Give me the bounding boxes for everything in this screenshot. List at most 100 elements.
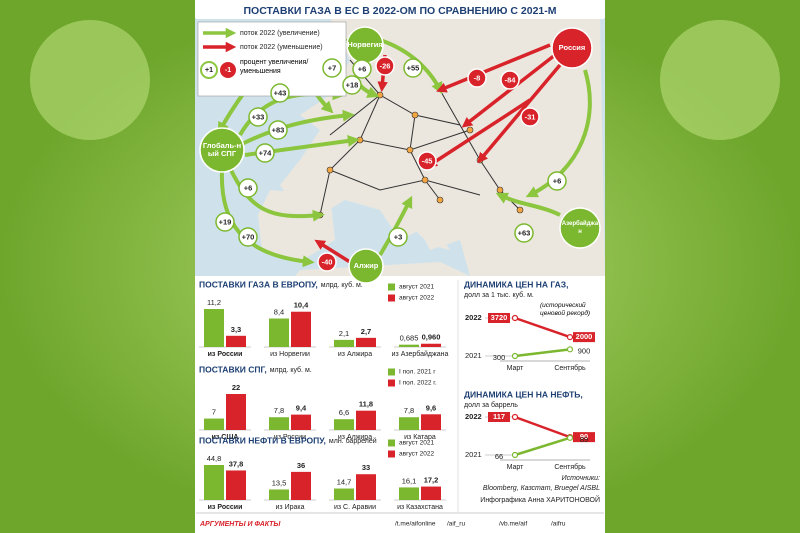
category-label: из США <box>212 434 239 441</box>
bar <box>269 417 289 430</box>
source-label: Глобаль-ный СПГ <box>202 141 242 158</box>
source-circle <box>559 207 601 249</box>
bar <box>399 487 419 500</box>
value-label: 90 <box>580 432 588 441</box>
footer-link: /aif_ru <box>447 521 465 528</box>
value-label: 89 <box>580 435 588 444</box>
price-unit: долл за баррель <box>464 401 518 409</box>
category-label: из Норвегии <box>270 351 310 358</box>
legend-swatch <box>388 294 395 302</box>
legend-plus: +1 <box>205 67 213 74</box>
change-circle <box>352 59 372 79</box>
x-label: Сентябрь <box>554 463 586 471</box>
value-label: 7,8 <box>404 406 414 415</box>
value-label: 2,7 <box>361 327 371 336</box>
legend-minus-circle <box>220 62 236 78</box>
footer-link: /t.me/aifonline <box>395 521 436 528</box>
price-line <box>514 436 571 457</box>
bar <box>291 471 311 500</box>
price-line <box>514 348 571 358</box>
bar <box>356 337 376 347</box>
chart-title: ПОСТАВКИ ГАЗА В ЕВРОПУ, <box>199 279 318 289</box>
x-label: Март <box>507 464 525 471</box>
change-circle <box>547 171 567 191</box>
bar <box>421 343 441 347</box>
change-circle <box>317 252 337 272</box>
change-label: +33 <box>252 112 265 121</box>
footer-link: /vb.me/aif <box>499 521 527 528</box>
change-circle <box>375 56 395 76</box>
chart-title: ПОСТАВКИ СПГ, <box>199 364 267 374</box>
change-label: +7 <box>328 63 337 72</box>
change-label: +6 <box>358 64 367 73</box>
legend-label: август 2022 <box>399 451 434 458</box>
category-label: из С. Аравии <box>334 504 376 511</box>
change-label: +43 <box>274 88 287 97</box>
price-title: ДИНАМИКА ЦЕН НА НЕФТЬ, <box>464 389 583 399</box>
change-label: +74 <box>259 148 273 157</box>
change-circle <box>520 107 540 127</box>
bottom-section: ПОСТАВКИ ГАЗА В ЕВРОПУ, млрд. куб. м. авгу… <box>199 279 595 511</box>
author: Инфографика Анна ХАРИТОНОВОЙ <box>480 495 600 504</box>
category-label: из России <box>208 504 243 511</box>
legend-minus: -1 <box>225 67 231 74</box>
bar <box>334 419 354 430</box>
source-label: Норвегия <box>347 40 383 49</box>
value-label: 2000 <box>576 332 593 341</box>
series-name: 2021 <box>465 450 482 459</box>
value-box <box>488 412 510 422</box>
category-label: из Катара <box>404 434 436 441</box>
change-label: +55 <box>407 63 420 72</box>
value-box <box>573 432 595 443</box>
sources-label: Источники: <box>562 475 600 482</box>
change-circle <box>388 227 408 247</box>
change-circle <box>255 143 275 163</box>
category-label: из России <box>208 351 243 358</box>
change-label: +70 <box>242 232 255 241</box>
footer-link: /aifru <box>551 521 566 528</box>
legend-swatch <box>388 368 395 376</box>
value-label: 7,8 <box>274 406 284 415</box>
source-circle <box>348 248 384 284</box>
legend-percent: процент увеличения/ уменьшения <box>240 59 309 75</box>
bar <box>421 414 441 430</box>
bar <box>226 394 246 430</box>
value-label: 17,2 <box>424 476 439 485</box>
legend-plus-circle <box>200 61 218 79</box>
series-name: 2021 <box>465 351 482 360</box>
price-point <box>511 413 519 421</box>
value-box <box>488 313 510 323</box>
source-label-box: Азербайджан <box>562 221 598 235</box>
change-label: +83 <box>272 125 285 134</box>
legend-swatch <box>388 379 395 387</box>
change-circle <box>238 227 258 247</box>
value-label: 900 <box>578 346 591 355</box>
value-label: 6,6 <box>339 408 349 417</box>
source-label-box: Алжир <box>354 262 379 270</box>
change-circle <box>215 212 235 232</box>
legend-label: I пол. 2021 г <box>399 369 436 376</box>
bar <box>334 488 354 500</box>
chart-unit: млрд. куб. м. <box>321 281 363 289</box>
legend-label: август 2021 <box>399 440 434 447</box>
bar <box>204 465 224 500</box>
map-title: ПОСТАВКИ ГАЗА В ЕС В 2022-ОМ ПО СРАВНЕНИ… <box>244 5 557 17</box>
series-name: 2022 <box>465 412 482 421</box>
chart-title: ПОСТАВКИ НЕФТИ В ЕВРОПУ, <box>199 435 326 445</box>
value-label: 0,685 <box>400 334 419 343</box>
value-label: 14,7 <box>337 478 352 487</box>
legend-swatch <box>388 450 395 458</box>
price-point <box>566 334 574 341</box>
change-label: +19 <box>219 217 232 226</box>
source-label: Россия <box>558 43 586 52</box>
blur-spot <box>30 20 150 140</box>
legend-percent-box: процент увеличения/ уменьшения <box>240 59 309 75</box>
value-label: 36 <box>297 461 305 470</box>
bar <box>226 470 246 500</box>
bar <box>356 410 376 430</box>
source-label-box: Глобаль-ный СПГ <box>202 141 242 158</box>
bar <box>204 418 224 430</box>
change-circle <box>514 223 534 243</box>
